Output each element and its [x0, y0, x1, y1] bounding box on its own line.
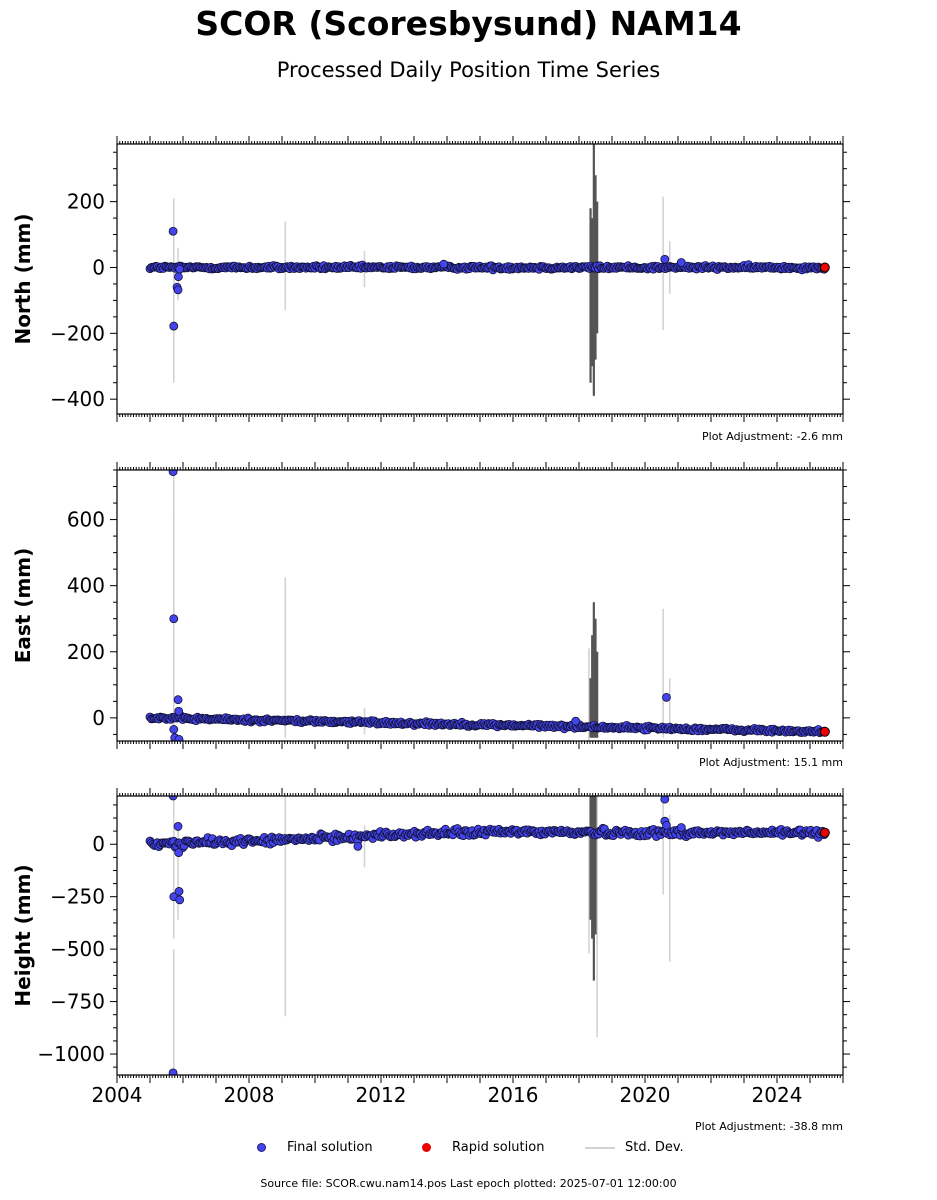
- final-point-outlier: [173, 272, 183, 282]
- final-solution-marker-icon: [257, 1143, 266, 1152]
- final-point-outlier: [169, 614, 179, 624]
- plot-adjustment-label: Plot Adjustment: 15.1 mm: [699, 756, 843, 769]
- final-point-outlier: [662, 820, 671, 830]
- final-point-outlier: [174, 734, 184, 741]
- std-dev-line-icon: [585, 1147, 615, 1149]
- legend-rapid-label: Rapid solution: [452, 1140, 545, 1155]
- y-tick-label: −200: [50, 321, 105, 345]
- final-point-outlier: [169, 725, 179, 734]
- rapid-point: [819, 262, 830, 273]
- chart-title: SCOR (Scoresbysund) NAM14: [195, 4, 742, 43]
- rapid-point: [819, 827, 830, 838]
- chart-subtitle: Processed Daily Position Time Series: [276, 58, 661, 82]
- rapid-point: [819, 726, 830, 737]
- x-tick-label: 2016: [488, 1083, 539, 1107]
- final-point-outlier: [571, 716, 581, 726]
- rapid-solution-marker-icon: [422, 1143, 431, 1152]
- y-tick-label: 0: [92, 832, 105, 856]
- axes-frame: [116, 143, 844, 415]
- final-point-outlier: [168, 1068, 178, 1075]
- final-point-outlier: [353, 841, 363, 851]
- x-tick-label: 2020: [620, 1083, 671, 1107]
- y-tick-label: −400: [50, 387, 105, 411]
- final-point-outlier: [676, 823, 686, 832]
- y-tick-label: 400: [67, 574, 105, 598]
- final-point-outlier: [175, 895, 185, 905]
- final-point-outlier: [173, 822, 183, 831]
- final-point-outlier: [660, 796, 670, 804]
- y-tick-label: 0: [92, 255, 105, 279]
- final-point-outlier: [168, 796, 178, 801]
- final-point-outlier: [660, 254, 670, 264]
- plot-area: [145, 144, 830, 396]
- plot-area: [145, 796, 830, 1075]
- final-point-outlier: [175, 264, 185, 274]
- plot-adjustment-label: Plot Adjustment: -38.8 mm: [695, 1120, 843, 1133]
- axes-frame: [116, 469, 844, 742]
- legend-final-label: Final solution: [287, 1140, 373, 1155]
- final-solution-series: [145, 470, 829, 741]
- y-tick-label: −500: [50, 937, 105, 961]
- plot-area: [145, 470, 830, 741]
- height-panel: −1000 −750 −500 −250 0 2004 2008 2012 2016 2020 20…: [11, 788, 850, 1133]
- final-point-outlier: [168, 226, 178, 236]
- x-tick-label: 2024: [752, 1083, 803, 1107]
- y-axis-label: North (mm): [11, 213, 35, 344]
- final-point-outlier: [662, 692, 671, 702]
- x-tick-label: 2004: [92, 1083, 143, 1107]
- y-axis-label: East (mm): [11, 548, 35, 664]
- final-point-outlier: [676, 258, 686, 267]
- y-tick-label: −750: [50, 990, 105, 1014]
- y-tick-label: −1000: [37, 1042, 105, 1066]
- north-panel: −400 −200 0 200 North (mm) Plot Adjustment: -…: [11, 136, 850, 443]
- legend-std-label: Std. Dev.: [625, 1140, 684, 1155]
- y-tick-label: 600: [67, 508, 105, 532]
- final-point-outlier: [439, 259, 449, 269]
- y-tick-label: −250: [50, 885, 105, 909]
- legend: Final solution Rapid solution Std. Dev.: [0, 1138, 937, 1158]
- final-point-outlier: [174, 706, 184, 716]
- y-tick-label: 0: [92, 706, 105, 730]
- final-solution-series: [145, 796, 829, 1075]
- final-point-outlier: [173, 285, 183, 295]
- final-solution-series: [145, 226, 829, 331]
- final-point-outlier: [174, 887, 184, 896]
- x-tick-label: 2012: [356, 1083, 407, 1107]
- x-tick-label: 2008: [224, 1083, 275, 1107]
- plot-adjustment-label: Plot Adjustment: -2.6 mm: [702, 430, 843, 443]
- source-footnote: Source file: SCOR.cwu.nam14.pos Last epo…: [260, 1177, 677, 1190]
- y-tick-label: 200: [67, 190, 105, 214]
- final-point-outlier: [174, 848, 184, 858]
- y-axis-label: Height (mm): [11, 864, 35, 1006]
- y-tick-label: 200: [67, 640, 105, 664]
- final-point-outlier: [173, 695, 183, 705]
- final-point-outlier: [168, 470, 178, 477]
- east-panel: 0 200 400 600 East (mm) Plot Adjustment: 15.1…: [11, 462, 850, 769]
- final-point-outlier: [169, 321, 179, 331]
